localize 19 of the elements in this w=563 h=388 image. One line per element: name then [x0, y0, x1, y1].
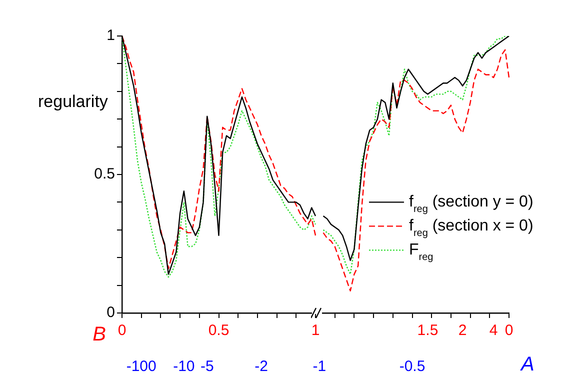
x-tick-label: -2: [254, 358, 268, 376]
x-tick-label: 0: [118, 322, 126, 340]
x-tick-label: 2: [458, 322, 467, 340]
x-tick-label: 0: [504, 322, 514, 340]
x-tick-label: -0.5: [399, 358, 426, 376]
x2-axis-title: A: [520, 354, 534, 376]
x-tick-label: 1: [311, 322, 320, 340]
y-tick-label: 0.5: [94, 166, 115, 183]
y-tick-label: 0: [106, 304, 115, 322]
x-axis-title: B: [92, 324, 106, 346]
y-tick-label: 1: [106, 27, 115, 44]
x-tick-label: 4: [489, 322, 498, 340]
y-axis-title: regularity: [38, 92, 108, 112]
x-tick-label: -10: [173, 358, 195, 376]
x-tick-label: 1.5: [417, 322, 438, 340]
x-tick-label: -1: [312, 358, 326, 376]
x-tick-label: 0.5: [208, 322, 230, 340]
x-tick-label: -5: [200, 358, 214, 376]
x-tick-label: -100: [126, 358, 156, 376]
